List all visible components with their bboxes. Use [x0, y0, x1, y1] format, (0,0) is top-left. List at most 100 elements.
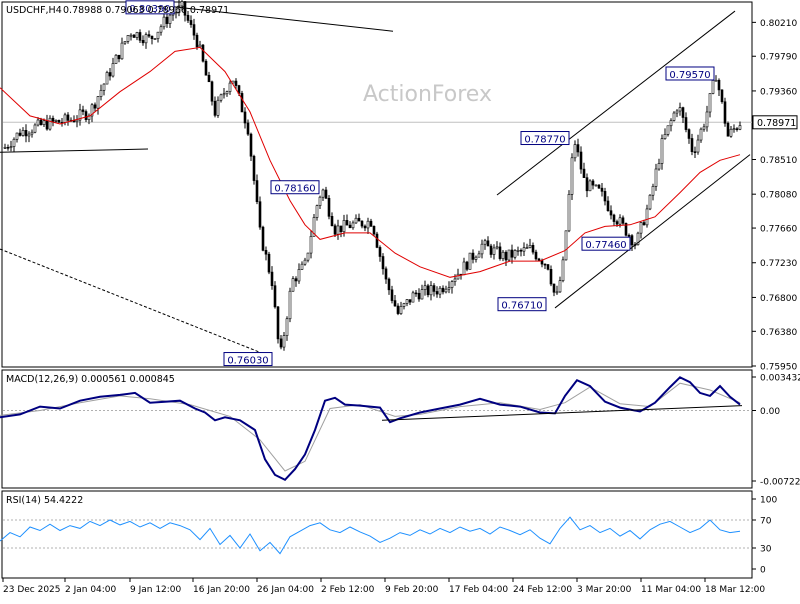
price-tick-label: 0.76380 — [760, 328, 797, 338]
candle-body — [621, 217, 625, 224]
candle-body — [321, 189, 325, 198]
candle-body — [3, 147, 7, 149]
candle-body — [6, 147, 10, 149]
candle-body — [525, 247, 529, 249]
candle-body — [720, 89, 724, 103]
candle-body — [483, 240, 487, 245]
candle-body — [318, 196, 322, 206]
candle-body — [495, 246, 499, 249]
candle-body — [537, 258, 541, 261]
candle-body — [264, 250, 268, 255]
candle-body — [405, 299, 409, 304]
candle-body — [480, 243, 484, 255]
candle-body — [462, 261, 466, 276]
time-tick-label: 9 Jan 12:00 — [130, 585, 182, 595]
candle-body — [591, 180, 595, 186]
candle-body — [654, 168, 658, 187]
candle-body — [207, 74, 211, 83]
candle-body — [486, 240, 490, 247]
candle-body — [93, 104, 97, 109]
current-price-box — [752, 115, 798, 130]
candle-body — [258, 201, 262, 228]
trendline — [0, 148, 149, 153]
candle-body — [729, 128, 733, 137]
candle-body — [543, 263, 547, 266]
rsi-title: RSI(14) 54.4222 — [6, 495, 83, 506]
swing-label-text: 0.79570 — [669, 70, 710, 81]
candle-body — [555, 291, 559, 294]
macd-panel-frame — [1, 369, 753, 489]
trendline — [496, 10, 736, 196]
candle-body — [282, 335, 286, 348]
price-layer: 0.80390 0.78160 0.76030 0.78770 0.77460 0.767… — [0, 0, 752, 367]
macd-layer — [0, 376, 752, 482]
candle-body — [705, 111, 709, 128]
candle-body — [726, 122, 730, 137]
price-tick-label: 0.80210 — [760, 19, 797, 29]
candle-body — [276, 306, 280, 340]
swing-price-label: 0.77460 — [581, 236, 631, 251]
candle-body — [288, 290, 292, 320]
time-tick-label: 2 Feb 12:00 — [321, 585, 375, 595]
candle-body — [159, 26, 163, 33]
candle-body — [285, 318, 289, 336]
candle-body — [216, 99, 220, 116]
candle-body — [438, 287, 442, 295]
candle-body — [108, 72, 112, 77]
candle-body — [639, 222, 643, 234]
candle-body — [126, 35, 130, 42]
swing-label-box — [270, 180, 320, 195]
candle-body — [618, 217, 622, 225]
swing-price-label: 0.80390 — [125, 0, 175, 15]
swing-label-box — [223, 352, 273, 367]
candle-body — [45, 120, 49, 130]
candle-body — [636, 232, 640, 245]
candle-body — [570, 157, 574, 195]
candle-body — [27, 133, 31, 137]
candle-body — [36, 119, 40, 126]
candle-body — [219, 94, 223, 101]
macd-tick-label: 0.003432 — [760, 374, 800, 384]
candle-body — [120, 42, 124, 60]
candle-body — [711, 80, 715, 94]
candle-body — [363, 225, 367, 229]
candle-body — [21, 130, 25, 136]
candle-body — [735, 128, 739, 130]
candle-body — [582, 168, 586, 178]
price-tick-label: 0.77660 — [760, 225, 797, 235]
candle-body — [246, 122, 250, 135]
candle-body — [576, 144, 580, 153]
candle-body — [192, 24, 196, 36]
candle-body — [228, 82, 232, 92]
candle-body — [300, 263, 304, 270]
candle-body — [210, 81, 214, 102]
candle-body — [447, 287, 451, 290]
rsi-tick-label: 0 — [760, 566, 766, 576]
candle-body — [534, 251, 538, 260]
candle-body — [330, 216, 334, 227]
candle-body — [123, 41, 127, 44]
candle-body — [201, 44, 205, 62]
candle-body — [393, 300, 397, 307]
candle-body — [507, 249, 511, 261]
macd-tick-label: 0.00 — [760, 407, 780, 417]
candle-body — [489, 245, 493, 255]
candle-body — [612, 214, 616, 222]
candle-body — [609, 210, 613, 216]
swing-label-box — [581, 236, 631, 251]
candle-body — [687, 129, 691, 139]
candle-body — [531, 245, 535, 253]
price-tick-label: 0.77230 — [760, 259, 797, 269]
candle-body — [603, 191, 607, 202]
candle-body — [516, 249, 520, 252]
price-tick-label: 0.79360 — [760, 87, 797, 97]
candle-body — [684, 117, 688, 130]
candle-body — [738, 125, 742, 130]
candle-body — [681, 107, 685, 118]
candle-body — [174, 12, 178, 15]
candle-body — [396, 305, 400, 314]
candle-body — [690, 138, 694, 152]
candle-body — [573, 144, 577, 159]
